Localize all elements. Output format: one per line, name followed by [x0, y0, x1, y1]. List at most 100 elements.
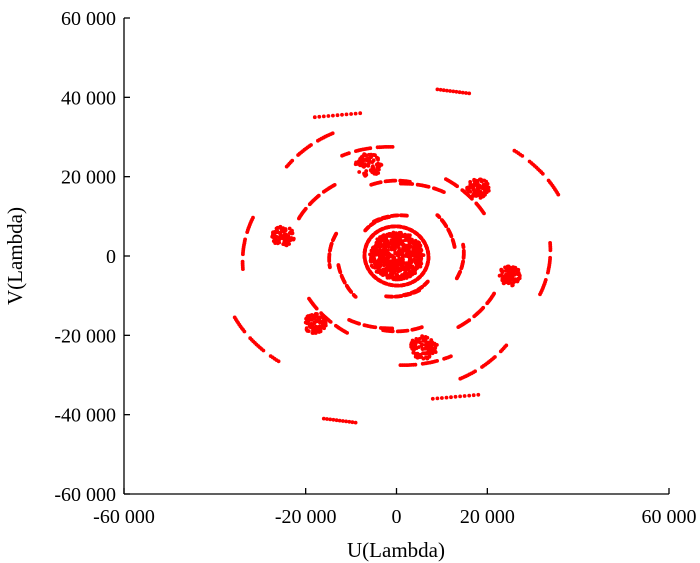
y-tick-label: 20 000 — [61, 167, 116, 189]
uv-point — [410, 259, 414, 264]
uv-point — [419, 325, 424, 330]
uv-point — [502, 274, 506, 278]
uv-point — [375, 145, 380, 150]
uv-point — [389, 247, 394, 252]
uv-point — [388, 254, 393, 259]
uv-point — [396, 233, 400, 238]
uv-point — [467, 91, 472, 96]
uv-point — [374, 252, 379, 257]
uv-point — [427, 351, 432, 355]
uv-point — [271, 239, 276, 244]
uv-point — [364, 173, 369, 177]
uv-point — [341, 419, 345, 423]
uv-point — [366, 161, 371, 166]
y-tick-label: -40 000 — [54, 405, 116, 427]
uv-point — [468, 180, 473, 184]
uv-point — [358, 111, 363, 116]
uv-point — [427, 354, 432, 358]
uv-point — [421, 253, 426, 257]
uv-point — [413, 354, 418, 359]
uv-point — [241, 267, 245, 271]
uv-point — [387, 268, 392, 273]
uv-point — [417, 336, 422, 341]
uv-point — [432, 186, 436, 191]
uv-point — [395, 253, 400, 258]
uv-point — [446, 227, 451, 232]
uv-point — [337, 418, 342, 423]
uv-point — [297, 216, 301, 221]
uv-point — [451, 89, 456, 94]
uv-point — [474, 201, 479, 206]
uv-point — [481, 305, 486, 310]
uv-point — [282, 239, 287, 244]
uv-point — [500, 278, 505, 283]
uv-point — [340, 153, 344, 158]
uv-point — [457, 90, 462, 95]
uv-point — [453, 394, 458, 399]
uv-point — [382, 236, 387, 241]
uv-point — [425, 279, 430, 284]
uv-point — [473, 181, 478, 186]
uv-point — [353, 420, 358, 425]
uv-point — [439, 218, 444, 222]
uv-point — [291, 237, 296, 242]
uv-point — [289, 230, 294, 235]
uv-point — [362, 152, 367, 157]
uv-point — [373, 325, 378, 330]
uv-point — [373, 265, 377, 270]
uv-point — [467, 318, 472, 323]
uv-point — [435, 213, 440, 218]
uv-point — [420, 342, 425, 347]
uv-point — [413, 260, 418, 265]
uv-point — [314, 306, 319, 311]
uv-point — [377, 164, 382, 169]
uv-point — [307, 202, 312, 207]
uv-point — [370, 160, 375, 164]
uv-point — [397, 262, 401, 266]
uv-point — [309, 322, 313, 326]
y-ticks: 60 000 40 000 20 000 0 -20 000 -40 000 -60 000 — [54, 8, 130, 506]
uv-point — [390, 329, 395, 334]
uv-point — [275, 230, 279, 235]
uv-point — [381, 267, 386, 272]
y-tick-label: 40 000 — [61, 87, 116, 109]
uv-point — [501, 269, 505, 274]
uv-point — [271, 230, 275, 235]
uv-point — [364, 157, 368, 162]
uv-point — [338, 270, 343, 275]
uv-point — [340, 112, 344, 117]
uv-point — [419, 255, 423, 260]
uv-point — [444, 395, 449, 400]
uv-point — [425, 246, 430, 251]
uv-point — [370, 246, 375, 250]
uv-point — [414, 254, 418, 259]
y-tick-label: -60 000 — [54, 484, 116, 506]
uv-point — [241, 252, 245, 257]
uv-point — [381, 273, 385, 277]
uv-point — [296, 153, 300, 157]
uv-point — [405, 328, 410, 333]
uv-point — [508, 280, 512, 285]
uv-point — [508, 267, 512, 272]
uv-point — [397, 237, 402, 241]
uv-point — [311, 327, 315, 332]
uv-point — [516, 277, 520, 282]
uv-point — [403, 254, 408, 258]
uv-point — [460, 90, 465, 95]
uv-point — [449, 395, 453, 400]
uv-point — [478, 184, 483, 189]
uv-point — [431, 349, 436, 354]
uv-point — [414, 243, 419, 248]
uv-point — [476, 392, 481, 397]
uv-point — [278, 224, 283, 229]
uv-point — [450, 237, 455, 242]
uv-point — [354, 149, 358, 154]
uv-point — [418, 259, 423, 264]
uv-point — [514, 268, 518, 273]
uv-point — [325, 417, 329, 421]
uv-point — [392, 266, 397, 271]
uv-point — [481, 193, 485, 198]
uv-point — [429, 338, 434, 342]
uv-point — [377, 167, 381, 172]
uv-point — [379, 237, 384, 242]
